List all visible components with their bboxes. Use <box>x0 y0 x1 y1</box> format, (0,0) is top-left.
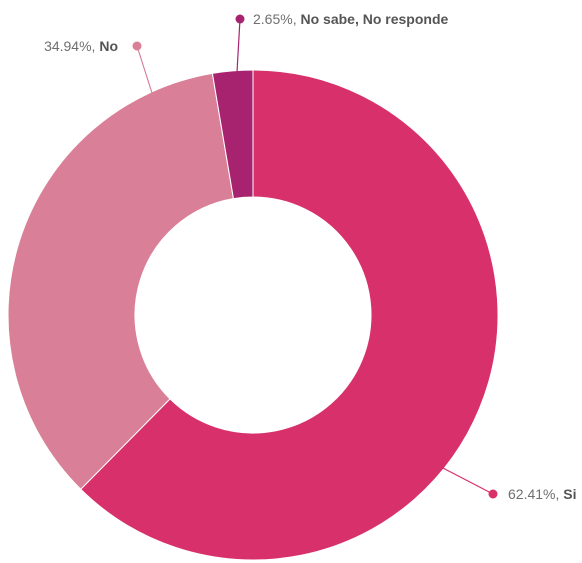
data-label-percent-si: 62.41%, <box>508 486 563 502</box>
data-label-category-no-sabe-no-responde: No sabe, No responde <box>300 11 448 27</box>
data-label-percent-no-sabe-no-responde: 2.65%, <box>253 11 300 27</box>
leader-line-no <box>136 45 153 94</box>
data-label-no-sabe-no-responde: 2.65%, No sabe, No responde <box>253 11 449 27</box>
slices-layer <box>7 69 499 561</box>
label-marker-si <box>488 489 498 499</box>
label-marker-no <box>132 41 142 51</box>
data-label-category-no: No <box>99 38 118 54</box>
leader-line-no-sabe-no-responde <box>236 18 241 73</box>
labels-layer: 62.41%, Si 34.94%, No 2.65%, No sabe, No r… <box>44 11 576 502</box>
label-marker-no-sabe-no-responde <box>235 14 245 24</box>
leader-line-si <box>440 466 494 495</box>
data-label-category-si: Si <box>563 486 576 502</box>
data-label-percent-no: 34.94%, <box>44 38 99 54</box>
slice-no-sabe-no-responde <box>211 69 254 200</box>
slice-no <box>7 72 235 490</box>
slice-si <box>80 69 499 561</box>
data-label-no: 34.94%, No <box>44 38 118 54</box>
data-label-si: 62.41%, Si <box>508 486 577 502</box>
